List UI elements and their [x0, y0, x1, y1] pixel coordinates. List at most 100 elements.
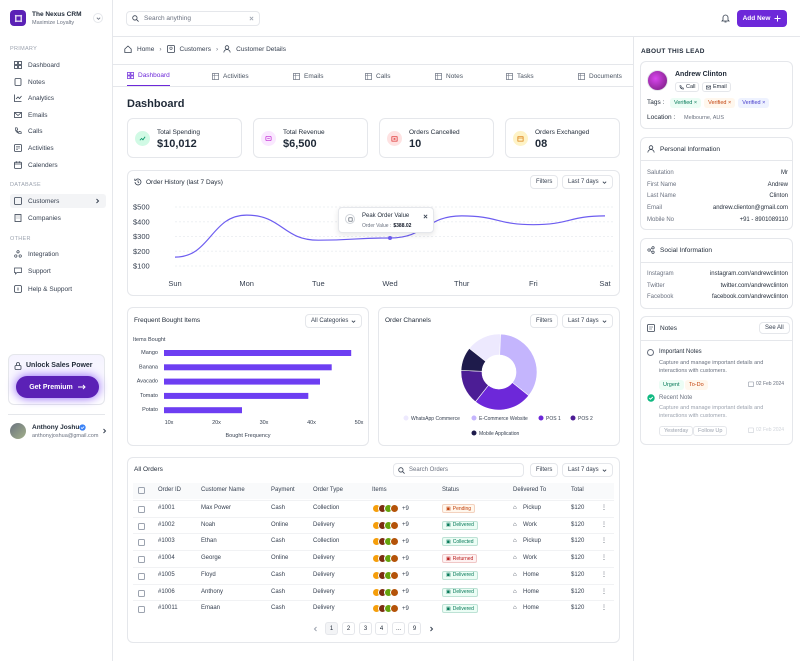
col-order-id[interactable]: Order ID [158, 487, 182, 493]
sidebar-item-support[interactable]: Support [10, 264, 106, 278]
kebab-menu-icon[interactable]: ⋮ [601, 521, 607, 528]
tag-verified[interactable]: Verified × [704, 98, 736, 108]
tooltip-close-icon[interactable] [423, 214, 428, 219]
sidebar-item-label: Help & Support [28, 285, 73, 293]
row-checkbox[interactable] [138, 522, 145, 530]
channels-range-select[interactable]: Last 7 days [562, 314, 613, 328]
see-all-button[interactable]: See All [759, 322, 790, 334]
row-checkbox[interactable] [138, 556, 145, 564]
col-delivered-to[interactable]: Delivered To [513, 487, 547, 493]
page-4[interactable]: 4 [375, 622, 388, 635]
search-input[interactable]: Search anything [144, 15, 191, 22]
clear-icon[interactable] [249, 16, 254, 21]
tab-tasks[interactable]: Tasks [506, 66, 534, 86]
status-label: Delivered [452, 605, 474, 612]
bar[interactable] [164, 378, 320, 385]
tab-notes[interactable]: Notes [435, 66, 463, 86]
add-new-button[interactable]: Add New [737, 10, 787, 27]
tab-emails[interactable]: Emails [293, 66, 324, 86]
page-1[interactable]: 1 [325, 622, 338, 635]
table-row[interactable]: #1003 Ethan Cash Collection +9 ▣ Collected ⌂ Pic… [133, 533, 614, 550]
table-row[interactable]: #1002 Noah Online Delivery +9 ▣ Delivered ⌂ Work… [133, 516, 614, 534]
sidebar-item-dashboard[interactable]: Dashboard [10, 58, 106, 72]
sidebar-item-customers[interactable]: Customers [10, 194, 106, 208]
user-menu-chevron-icon[interactable] [102, 428, 107, 434]
tag-verified[interactable]: Verified × [738, 98, 770, 108]
orders-search[interactable]: Search Orders [393, 463, 524, 477]
donut-slice[interactable] [499, 333, 538, 397]
next-page-icon[interactable] [429, 626, 434, 632]
bar[interactable] [164, 364, 332, 371]
table-row[interactable]: #10011 Emaan Cash Delivery +9 ▣ Delivered ⌂ Home… [133, 600, 614, 617]
sidebar-item-notes[interactable]: Notes [10, 75, 106, 89]
col-customer-name[interactable]: Customer Name [201, 487, 245, 493]
avatar[interactable] [10, 423, 26, 439]
bar[interactable] [164, 407, 242, 414]
email-button[interactable]: Email [702, 82, 731, 92]
prev-page-icon[interactable] [313, 626, 318, 632]
breadcrumb-customers[interactable]: Customers [179, 45, 211, 53]
kebab-menu-icon[interactable]: ⋮ [601, 505, 607, 511]
kebab-menu-icon[interactable]: ⋮ [601, 538, 607, 545]
sidebar-item-analytics[interactable]: Analytics [10, 91, 106, 105]
tab-dashboard[interactable]: Dashboard [127, 66, 170, 86]
app-switch-button[interactable] [93, 13, 103, 23]
call-button[interactable]: Call [675, 82, 700, 92]
bar[interactable] [164, 350, 352, 356]
row-checkbox[interactable] [138, 589, 145, 597]
tag-verified[interactable]: Verified × [670, 98, 702, 108]
row-checkbox[interactable] [138, 606, 145, 614]
bar[interactable] [164, 392, 309, 399]
tab-calls[interactable]: Calls [365, 66, 390, 86]
table-row[interactable]: #1006 Anthony Cash Delivery +9 ▣ Delivered ⌂ Hom… [133, 583, 614, 601]
page-9[interactable]: 9 [408, 622, 421, 635]
social-field: Facebook facebook.com/andrewclinton [647, 294, 788, 300]
sidebar-item-calenders[interactable]: Calenders [10, 158, 106, 172]
page-2[interactable]: 2 [342, 622, 355, 635]
kebab-menu-icon[interactable]: ⋮ [601, 605, 607, 612]
breadcrumb-home[interactable]: Home [137, 45, 155, 53]
tag-label: Verified [674, 100, 693, 106]
row-checkbox[interactable] [138, 572, 145, 580]
row-checkbox[interactable] [138, 539, 145, 547]
global-search[interactable]: Search anything [126, 11, 260, 26]
kebab-menu-icon[interactable]: ⋮ [601, 588, 607, 595]
sidebar-item-companies[interactable]: Companies [10, 211, 106, 225]
col-payment[interactable]: Payment [271, 487, 295, 493]
kebab-menu-icon[interactable]: ⋮ [601, 571, 607, 578]
personal-field: Salutation Mr [647, 170, 788, 176]
sidebar-item-calls[interactable]: Calls [10, 124, 106, 138]
history-range-select[interactable]: Last 7 days [562, 175, 613, 189]
channels-filters-button[interactable]: Filters [530, 314, 559, 328]
get-premium-button[interactable]: Get Premium [16, 376, 99, 398]
tab-documents[interactable]: Documents [578, 66, 622, 86]
select-all-checkbox[interactable] [138, 487, 145, 494]
orders-search-input[interactable]: Search Orders [409, 467, 449, 473]
table-row[interactable]: #1005 Floyd Cash Delivery +9 ▣ Delivered ⌂ Home $… [133, 566, 614, 584]
sidebar-item-emails[interactable]: Emails [10, 108, 106, 122]
tab-activities[interactable]: Activities [212, 66, 249, 86]
table-row[interactable]: #1004 George Online Delivery +9 ▣ Returned ⌂ Wor… [133, 550, 614, 567]
orders-filters-button[interactable]: Filters [530, 463, 559, 477]
sidebar-item-integration[interactable]: Integration [10, 247, 106, 261]
bell-icon[interactable] [721, 13, 730, 23]
sidebar-item-activities[interactable]: Activities [10, 141, 106, 155]
check-circle-icon[interactable] [647, 394, 655, 402]
col-items[interactable]: Items [372, 487, 387, 493]
col-total[interactable]: Total [571, 487, 584, 493]
history-filters-button[interactable]: Filters [530, 175, 559, 189]
row-checkbox[interactable] [138, 506, 145, 513]
unchecked-circle-icon[interactable] [647, 349, 654, 356]
category-select[interactable]: All Categories [305, 314, 363, 328]
app-subtitle: Maximize Loyalty [32, 20, 75, 26]
kebab-menu-icon[interactable]: ⋮ [601, 555, 607, 562]
note-body: Capture and manage important details and… [659, 405, 764, 419]
col-status[interactable]: Status [442, 487, 460, 493]
page-3[interactable]: 3 [359, 622, 372, 635]
donut-slice[interactable] [460, 347, 487, 372]
peak-point[interactable] [388, 235, 392, 240]
orders-range-select[interactable]: Last 7 days [562, 463, 613, 477]
table-row[interactable]: #1001 Max Power Cash Collection +9 ▣ Pending ⌂ P… [133, 500, 614, 517]
col-order-type[interactable]: Order Type [313, 487, 343, 493]
sidebar-item-help[interactable]: Help & Support [10, 282, 106, 296]
